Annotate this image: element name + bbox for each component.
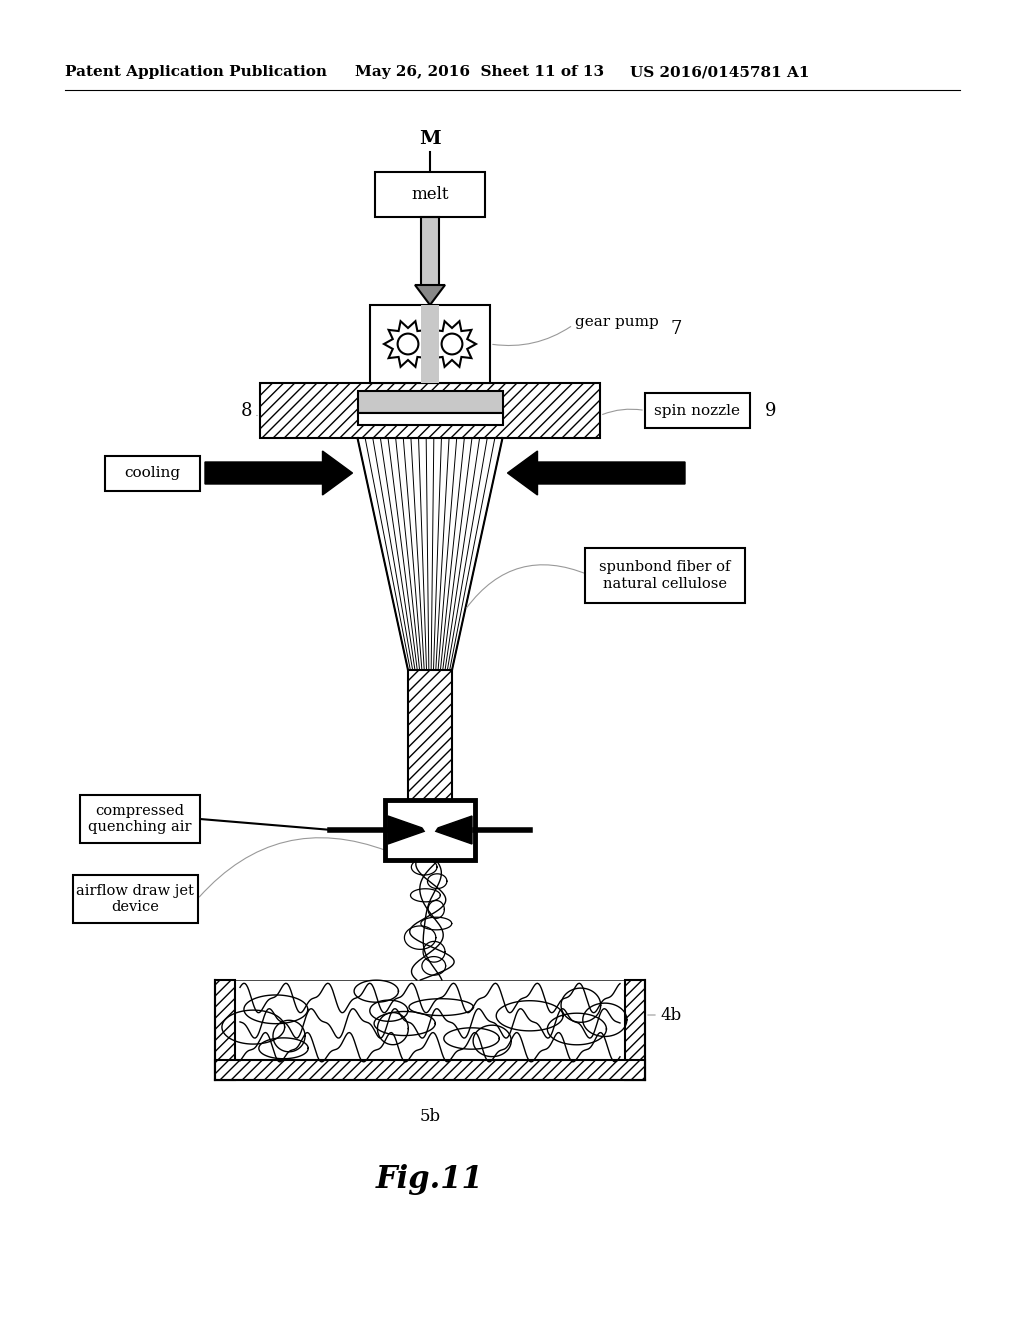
Text: 4b: 4b bbox=[660, 1006, 681, 1023]
Text: cooling: cooling bbox=[125, 466, 180, 480]
Text: compressed
quenching air: compressed quenching air bbox=[88, 804, 191, 834]
Polygon shape bbox=[508, 451, 685, 495]
Text: 7: 7 bbox=[670, 319, 681, 338]
Bar bbox=[585, 548, 745, 603]
Text: 5b: 5b bbox=[420, 1107, 440, 1125]
Bar bbox=[421, 216, 439, 290]
Bar bbox=[357, 391, 503, 413]
Circle shape bbox=[441, 334, 463, 354]
Circle shape bbox=[397, 334, 419, 354]
Bar bbox=[421, 216, 439, 290]
Text: airflow draw jet
device: airflow draw jet device bbox=[76, 884, 194, 913]
Polygon shape bbox=[420, 822, 440, 838]
Polygon shape bbox=[388, 816, 428, 843]
Text: Patent Application Publication: Patent Application Publication bbox=[65, 65, 327, 79]
Bar bbox=[408, 671, 452, 800]
Text: melt: melt bbox=[412, 186, 449, 203]
Bar bbox=[370, 305, 490, 383]
Bar bbox=[105, 455, 200, 491]
Bar bbox=[645, 393, 750, 428]
Bar bbox=[357, 413, 503, 425]
Bar bbox=[215, 1060, 645, 1080]
Bar bbox=[375, 172, 485, 216]
Text: M: M bbox=[419, 129, 440, 148]
Text: spunbond fiber of
natural cellulose: spunbond fiber of natural cellulose bbox=[599, 561, 731, 590]
Text: 9: 9 bbox=[765, 401, 776, 420]
Bar bbox=[73, 875, 198, 923]
Bar bbox=[80, 795, 200, 843]
Bar bbox=[421, 305, 439, 383]
Bar bbox=[215, 979, 234, 1080]
Bar bbox=[408, 800, 452, 861]
Bar bbox=[625, 979, 645, 1080]
Polygon shape bbox=[432, 816, 472, 843]
Text: 8: 8 bbox=[241, 401, 252, 420]
Bar bbox=[260, 383, 600, 438]
Polygon shape bbox=[415, 285, 445, 305]
Text: Fig.11: Fig.11 bbox=[376, 1164, 484, 1195]
Text: May 26, 2016  Sheet 11 of 13: May 26, 2016 Sheet 11 of 13 bbox=[355, 65, 604, 79]
Polygon shape bbox=[205, 451, 352, 495]
Text: US 2016/0145781 A1: US 2016/0145781 A1 bbox=[630, 65, 810, 79]
Text: gear pump: gear pump bbox=[575, 315, 658, 329]
Circle shape bbox=[426, 318, 478, 370]
Bar bbox=[385, 800, 475, 861]
Text: spin nozzle: spin nozzle bbox=[654, 404, 740, 417]
Polygon shape bbox=[384, 321, 432, 367]
Polygon shape bbox=[428, 321, 476, 367]
Circle shape bbox=[382, 318, 434, 370]
